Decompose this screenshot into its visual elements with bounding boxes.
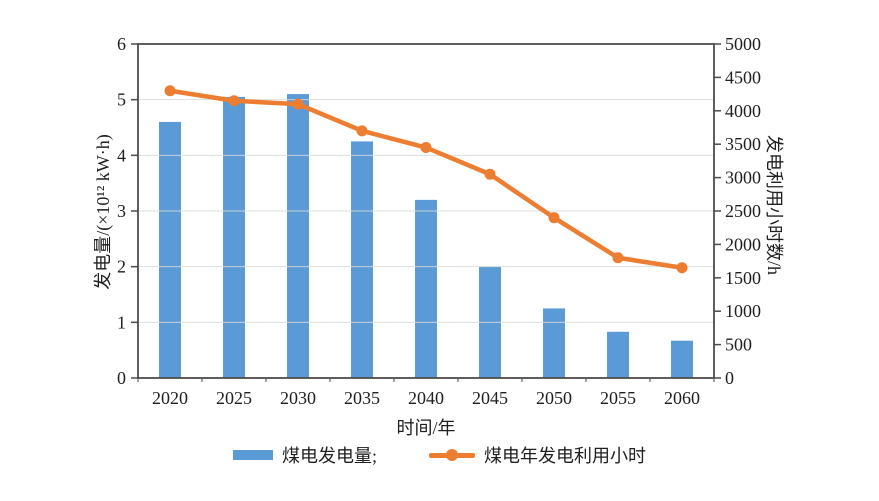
line-marker-2020 — [164, 85, 176, 97]
bar-2040 — [415, 199, 437, 378]
line-marker-2050 — [548, 212, 560, 224]
y-left-tick-label-3: 3 — [117, 201, 126, 221]
bar-2050 — [543, 308, 565, 378]
x-tick-label-2045: 2045 — [472, 388, 508, 408]
y-right-tick-label-3500: 3500 — [725, 134, 761, 154]
bar-2055 — [607, 331, 629, 378]
y-right-tick-label-2500: 2500 — [725, 201, 761, 221]
y-right-tick-label-5000: 5000 — [725, 34, 761, 54]
y-left-tick-label-5: 5 — [117, 90, 126, 110]
y-left-tick-label-2: 2 — [117, 257, 126, 277]
x-tick-label-2055: 2055 — [600, 388, 636, 408]
y-right-tick-label-2000: 2000 — [725, 234, 761, 254]
y-right-tick-label-1000: 1000 — [725, 301, 761, 321]
y-right-tick-label-4500: 4500 — [725, 67, 761, 87]
y-left-tick-label-1: 1 — [117, 312, 126, 332]
x-tick-label-2025: 2025 — [216, 388, 252, 408]
y-right-tick-label-0: 0 — [725, 368, 734, 388]
x-tick-label-2050: 2050 — [536, 388, 572, 408]
line-marker-2025 — [228, 95, 240, 107]
legend: 煤电发电量; 煤电年发电利用小时 — [0, 442, 879, 468]
y-left-tick-label-6: 6 — [117, 34, 126, 54]
x-tick-label-2035: 2035 — [344, 388, 380, 408]
legend-item-bar: 煤电发电量; — [232, 442, 377, 468]
y-axis-title-left: 发电量/(×10¹² kW·h) — [93, 134, 113, 290]
line-marker-2055 — [612, 252, 624, 264]
y-axis-title-right: 发电利用小时数/h — [764, 134, 784, 276]
y-right-tick-label-1500: 1500 — [725, 268, 761, 288]
y-right-tick-label-3000: 3000 — [725, 168, 761, 188]
y-left-tick-label-0: 0 — [117, 368, 126, 388]
x-tick-label-2040: 2040 — [408, 388, 444, 408]
bar-2030 — [287, 94, 309, 378]
legend-item-line: 煤电年发电利用小时 — [429, 442, 646, 468]
bar-2035 — [351, 141, 373, 378]
line-marker-2060 — [676, 262, 688, 274]
x-tick-label-2060: 2060 — [664, 388, 700, 408]
bar-2025 — [223, 96, 245, 378]
bar-swatch-icon — [232, 450, 273, 460]
legend-label-bar: 煤电发电量; — [281, 446, 377, 466]
line-marker-2030 — [292, 98, 304, 110]
line-marker-2045 — [484, 168, 496, 180]
x-tick-label-2020: 2020 — [152, 388, 188, 408]
line-marker-icon — [446, 449, 458, 461]
y-right-tick-label-500: 500 — [725, 335, 752, 355]
bar-2060 — [671, 340, 693, 378]
x-tick-label-2030: 2030 — [280, 388, 316, 408]
y-left-tick-label-4: 4 — [117, 145, 126, 165]
y-right-tick-label-4000: 4000 — [725, 101, 761, 121]
line-marker-2040 — [420, 142, 432, 154]
x-axis-title: 时间/年 — [396, 418, 456, 438]
bar-2020 — [159, 121, 181, 378]
line-dot-swatch-icon — [429, 449, 475, 461]
legend-label-line: 煤电年发电利用小时 — [484, 446, 646, 466]
line-marker-2035 — [356, 125, 368, 137]
